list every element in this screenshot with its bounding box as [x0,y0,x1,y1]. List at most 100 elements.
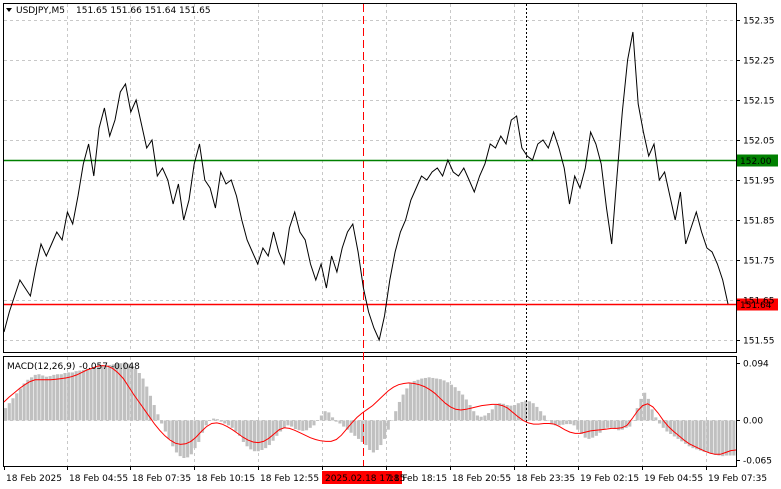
level-label: 151.64 [740,301,772,311]
macd-bar [550,420,554,424]
macd-bar [394,411,398,421]
macd-bar [186,420,190,458]
macd-bar [646,398,650,421]
macd-y-tick-label: -0.065 [743,457,772,467]
macd-bar [7,403,11,421]
x-tick-label: 18 Feb 04:55 [69,474,128,484]
macd-bar [89,368,93,421]
macd-bar [67,372,71,421]
macd-bar [152,405,156,421]
macd-bar [148,395,153,421]
macd-bar [516,403,520,421]
macd-bar [617,420,621,431]
macd-bar [330,417,335,421]
macd-bar [680,420,684,442]
x-tick-label: 18 Feb 07:35 [132,474,191,484]
macd-bar [598,420,602,433]
macd-bar [52,374,56,421]
macd-bar [342,420,346,427]
macd-bar [108,365,112,421]
macd-bar [427,377,431,421]
macd-bar [442,380,446,421]
macd-bar [163,420,167,432]
macd-bar [695,420,699,450]
macd-bar [212,418,216,421]
macd-y-tick-label: 0.094 [743,360,769,370]
macd-bar [238,420,242,436]
macd-bar [531,403,535,421]
macd-bar [290,420,294,427]
macd-bar [420,378,424,421]
dropdown-triangle-icon[interactable] [6,8,12,12]
macd-bar [137,373,141,421]
macd-bar [657,420,662,424]
macd-bar [557,420,561,426]
macd-bar [665,420,669,432]
macd-bar [669,420,673,434]
macd-bar [661,420,665,428]
macd-bar [360,420,364,442]
macd-bar [416,379,420,421]
macd-bar [728,420,732,456]
y-tick-label: 152.15 [743,97,775,107]
macd-bar [304,420,309,431]
macd-bar [401,394,405,421]
macd-bar [119,363,123,421]
macd-bar [613,420,617,430]
macd-bar [111,364,115,421]
macd-bar [249,420,253,450]
y-tick-label: 152.05 [743,137,775,147]
macd-bar [594,420,598,436]
macd-bar [234,420,238,432]
macd-bar [160,420,164,424]
macd-bar [197,420,201,442]
macd-bar [371,420,375,453]
macd-bar [628,420,632,427]
macd-bar [672,420,676,437]
macd-bar [431,377,435,421]
macd-signal-line [3,365,737,455]
macd-bar [405,388,409,421]
x-tick-label: 19 Feb 02:15 [580,474,639,484]
y-tick-label: 151.55 [743,337,775,347]
macd-bar [602,420,606,430]
macd-bar [691,420,695,449]
x-tick-label: 18 Feb 12:55 [260,474,319,484]
macd-bar [527,401,532,421]
x-tick-label: 19 Feb 04:55 [644,474,703,484]
macd-bar [178,420,182,457]
y-tick-label: 151.95 [743,177,775,187]
macd-bar [256,420,260,452]
macd-bar [223,420,227,424]
macd-bar [215,419,219,421]
macd-bar [683,420,688,444]
horizontal-levels: 152.00 151.64 [4,154,778,311]
macd-bar [472,411,476,421]
macd-values: -0.057 -0.048 [79,362,140,372]
macd-bar [37,374,41,421]
macd-bar [104,365,108,421]
macd-bar [264,420,268,449]
macd-bar [349,420,353,433]
macd-bar [435,378,439,421]
macd-bar [282,420,286,428]
y-tick-label: 152.25 [743,57,775,67]
macd-bar [732,420,736,456]
macd-bar [93,367,97,421]
macd-bar [63,373,67,421]
macd-bar [605,420,610,428]
level-label: 152.00 [740,157,772,167]
macd-bar [30,377,34,421]
macd-bar [48,376,52,421]
macd-bar [494,405,498,421]
macd-bar [498,403,502,421]
macd-bar [423,377,427,421]
macd-bar [721,420,725,457]
x-tick-label: 18 Feb 18:15 [388,474,447,484]
macd-bar [386,420,390,430]
macd-bar [316,420,320,421]
macd-bar [260,420,264,450]
macd-bar [275,420,279,436]
macd-bar [156,414,160,421]
macd-bar [174,420,179,453]
